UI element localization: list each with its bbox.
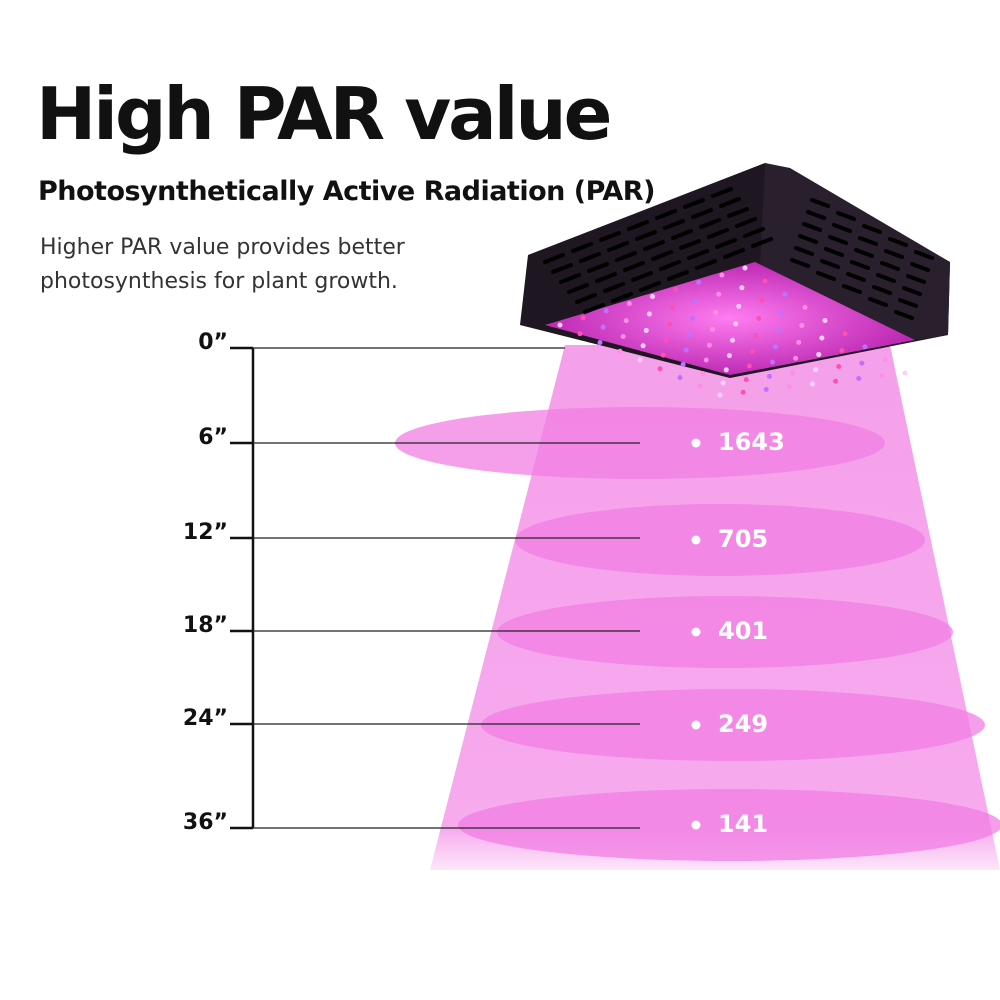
- par-value: 1643: [718, 428, 785, 456]
- par-value: 401: [718, 617, 769, 645]
- grow-light-fixture: [520, 163, 950, 398]
- par-zone-ellipse: [497, 596, 953, 668]
- bullet-dot: [691, 438, 701, 448]
- distance-label: 6”: [198, 425, 228, 450]
- distance-label: 36”: [182, 810, 228, 835]
- bullet-dot: [691, 720, 701, 730]
- par-value: 705: [718, 525, 769, 553]
- description: Higher PAR value provides better photosy…: [40, 235, 405, 294]
- par-value: 249: [718, 710, 769, 738]
- par-value: 141: [718, 810, 769, 838]
- subtitle: Photosynthetically Active Radiation (PAR…: [38, 176, 655, 207]
- par-zone-ellipse: [481, 689, 985, 761]
- bullet-dot: [691, 535, 701, 545]
- distance-label: 12”: [182, 520, 228, 545]
- par-zone-ellipse: [515, 504, 925, 576]
- page-title: High PAR value: [36, 72, 612, 156]
- distance-label: 18”: [182, 613, 228, 638]
- distance-label: 0”: [198, 330, 228, 355]
- bullet-dot: [691, 627, 701, 637]
- bullet-dot: [691, 820, 701, 830]
- distance-label: 24”: [182, 706, 228, 731]
- par-zone-ellipse: [458, 789, 1000, 861]
